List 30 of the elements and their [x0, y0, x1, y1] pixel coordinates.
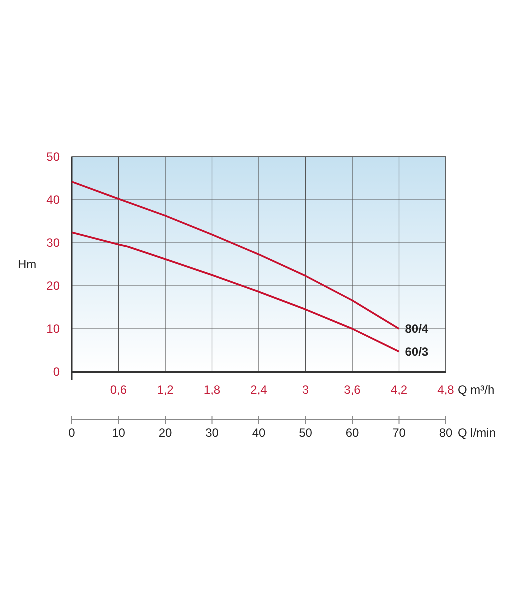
series-label: 60/3 [405, 344, 429, 359]
y-axis-title: Hm [18, 258, 37, 272]
y-tick-label: 30 [46, 236, 60, 250]
x-tick-label: 3,6 [344, 383, 362, 397]
x2-axis-title: Q l/min [458, 426, 496, 440]
y-tick-label: 20 [46, 279, 60, 293]
x-tick-label: 0,6 [110, 383, 128, 397]
y-tick-label: 40 [46, 193, 60, 207]
series-label: 80/4 [405, 322, 429, 336]
x-tick-label: 4,8 [438, 383, 455, 397]
x-tick-label: 2,4 [250, 383, 268, 397]
x2-tick-label: 40 [252, 426, 266, 440]
x2-tick-label: 70 [392, 426, 406, 440]
x2-tick-label: 20 [158, 426, 172, 440]
x2-tick-label: 50 [299, 426, 313, 440]
line-series [71, 181, 400, 330]
y-tick-label: 10 [46, 322, 60, 336]
x-axis-title: Q m³/h [458, 383, 495, 397]
line-series [71, 232, 400, 353]
x-tick-label: 3 [302, 383, 310, 397]
x2-tick-label: 30 [206, 426, 220, 440]
y-tick-label: 0 [53, 365, 60, 379]
y-tick-label: 50 [46, 150, 60, 164]
x2-tick-label: 80 [439, 426, 453, 440]
x2-tick-label: 0 [68, 426, 76, 440]
x-tick-label: 1,2 [157, 383, 174, 397]
x-tick-label: 4,2 [390, 383, 408, 397]
x2-tick-label: 10 [112, 426, 126, 440]
x2-tick-label: 60 [346, 426, 360, 440]
x-tick-label: 1,8 [204, 383, 221, 397]
